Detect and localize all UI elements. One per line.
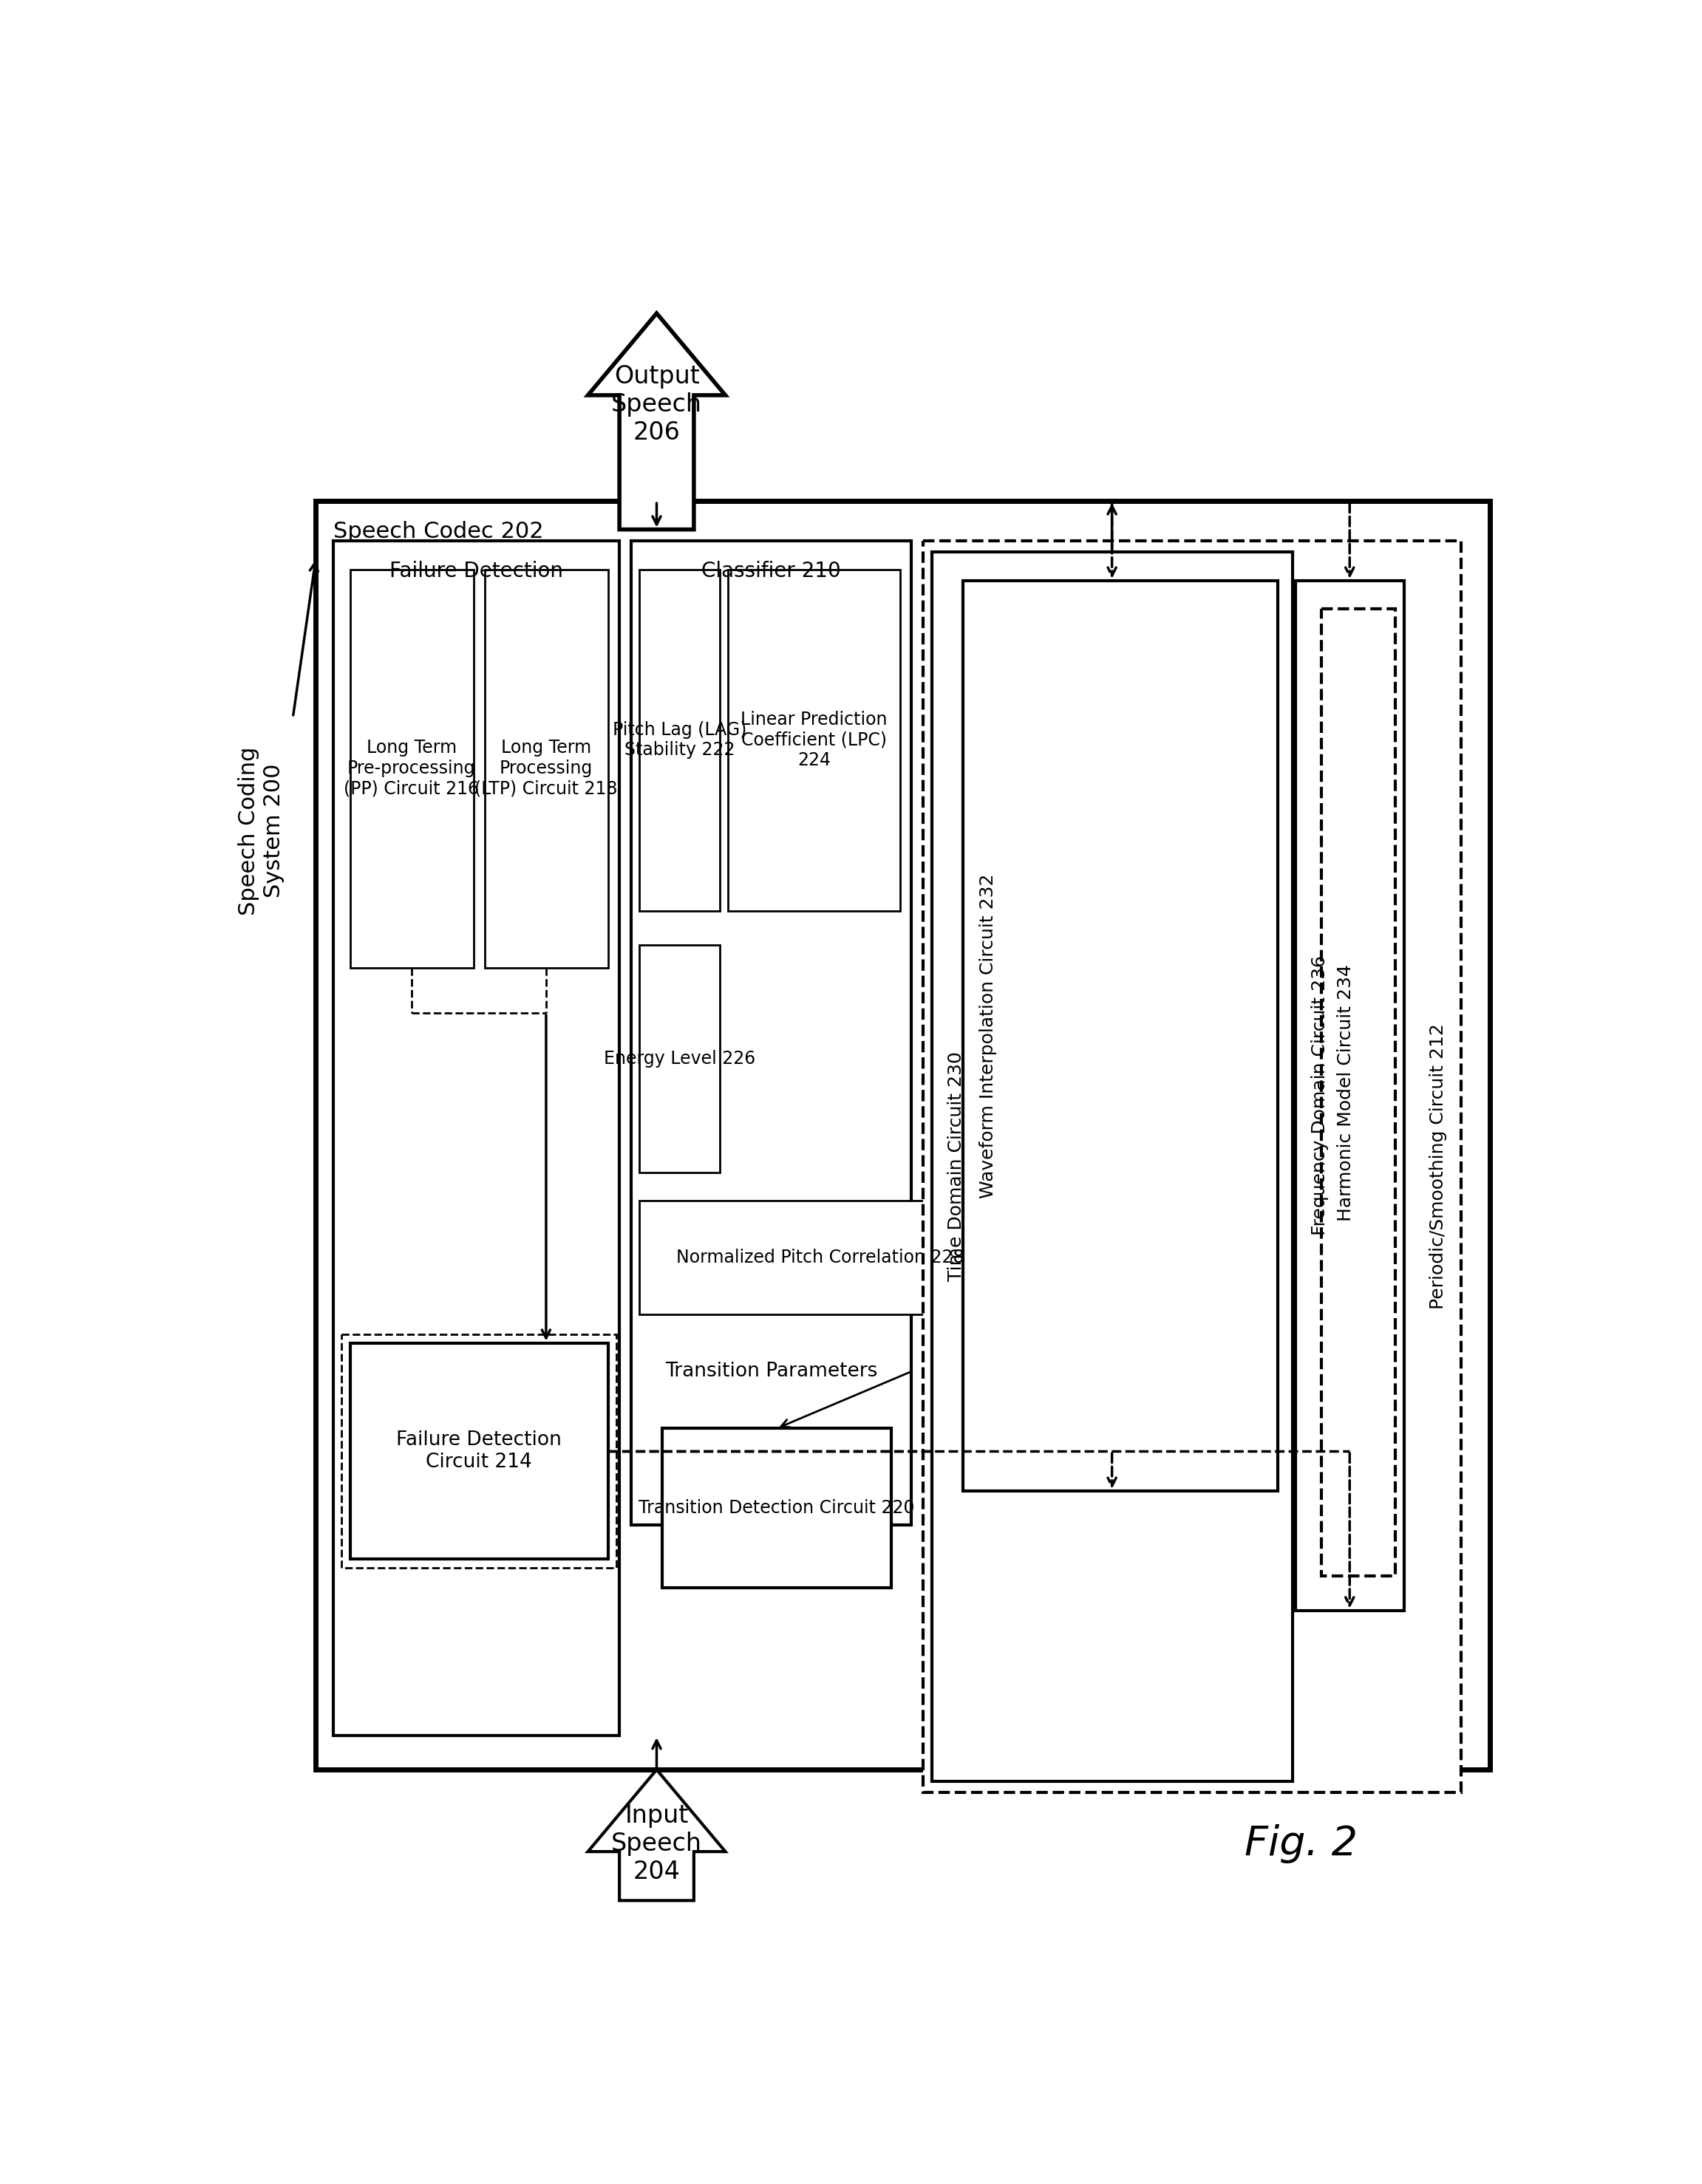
Text: Classifier 210: Classifier 210 bbox=[701, 561, 841, 581]
Bar bbox=[317, 500, 1489, 1769]
Text: Energy Level 226: Energy Level 226 bbox=[604, 1051, 756, 1068]
Text: Linear Prediction
Coefficient (LPC)
224: Linear Prediction Coefficient (LPC) 224 bbox=[740, 710, 887, 769]
Text: Periodic/Smoothing Circuit 212: Periodic/Smoothing Circuit 212 bbox=[1430, 1024, 1447, 1310]
Bar bbox=[640, 946, 720, 1173]
Text: Transition Parameters: Transition Parameters bbox=[665, 1363, 877, 1380]
Text: Failure Detection
Circuit 214: Failure Detection Circuit 214 bbox=[397, 1431, 562, 1472]
Text: Pitch Lag (LAG)
Stability 222: Pitch Lag (LAG) Stability 222 bbox=[613, 721, 747, 760]
Bar bbox=[922, 542, 1462, 1793]
Bar bbox=[631, 542, 912, 1524]
Text: Harmonic Model Circuit 234: Harmonic Model Circuit 234 bbox=[1338, 963, 1355, 1221]
Text: Transition Detection Circuit 220: Transition Detection Circuit 220 bbox=[638, 1498, 916, 1518]
Bar bbox=[640, 570, 720, 911]
Text: Failure Detection: Failure Detection bbox=[390, 561, 563, 581]
Bar bbox=[728, 570, 900, 911]
Bar bbox=[351, 570, 473, 968]
Text: Frequency Domain Circuit 236: Frequency Domain Circuit 236 bbox=[1311, 957, 1329, 1236]
Text: Speech Coding
System 200: Speech Coding System 200 bbox=[238, 747, 284, 915]
Bar bbox=[1295, 581, 1404, 1610]
Bar bbox=[342, 1334, 616, 1568]
Text: Long Term
Pre-processing
(PP) Circuit 216: Long Term Pre-processing (PP) Circuit 21… bbox=[344, 738, 480, 797]
Bar bbox=[485, 570, 608, 968]
Polygon shape bbox=[587, 312, 725, 529]
Text: Long Term
Processing
(LTP) Circuit 218: Long Term Processing (LTP) Circuit 218 bbox=[475, 738, 618, 797]
Text: Input
Speech
204: Input Speech 204 bbox=[611, 1804, 703, 1885]
Bar bbox=[351, 1343, 608, 1559]
Polygon shape bbox=[587, 1769, 725, 1900]
Bar bbox=[1321, 609, 1396, 1577]
Bar bbox=[640, 1201, 1001, 1315]
Bar bbox=[963, 581, 1278, 1492]
Text: Fig. 2: Fig. 2 bbox=[1244, 1824, 1358, 1863]
Bar bbox=[334, 542, 620, 1736]
Text: Waveform Interpolation Circuit 232: Waveform Interpolation Circuit 232 bbox=[979, 874, 997, 1199]
Text: Output
Speech
206: Output Speech 206 bbox=[611, 365, 703, 446]
Bar bbox=[931, 553, 1292, 1782]
Text: Normalized Pitch Correlation 228: Normalized Pitch Correlation 228 bbox=[676, 1249, 963, 1267]
Text: Time Domain Circuit 230: Time Domain Circuit 230 bbox=[948, 1053, 965, 1282]
Text: Speech Codec 202: Speech Codec 202 bbox=[334, 522, 543, 542]
Bar bbox=[662, 1428, 892, 1588]
